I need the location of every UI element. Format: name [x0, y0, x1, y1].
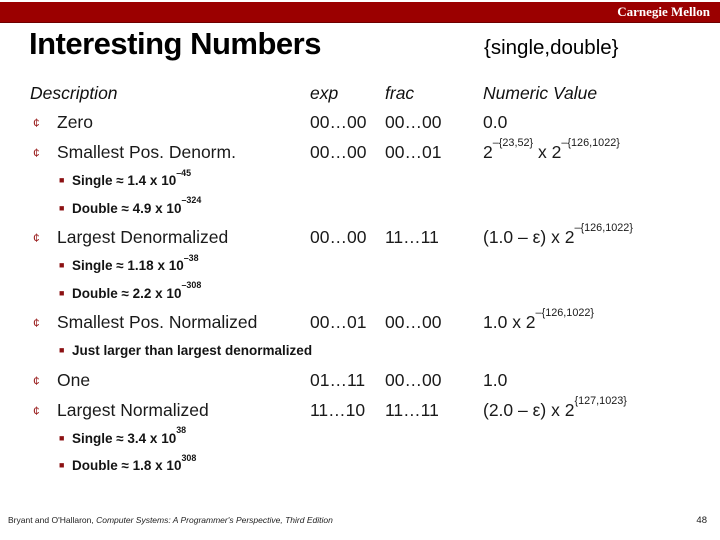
footer: Bryant and O'Hallaron, Computer Systems:… [8, 515, 707, 529]
square-bullet-icon: ■ [59, 202, 65, 213]
brand-name: Carnegie Mellon [617, 4, 710, 19]
table-row: ¢ Smallest Pos. Normalized 00…01 00…00 1.0 x… [30, 307, 710, 342]
sub-bullet-text: Single ≈ 3.4 x 1038 [72, 425, 187, 446]
column-header-description: Description [30, 83, 118, 103]
row-exp-bits: 00…00 [310, 112, 367, 132]
row-description: Largest Denormalized [57, 227, 229, 247]
row-frac-bits: 00…00 [385, 369, 442, 390]
row-description: Smallest Pos. Normalized [57, 312, 258, 332]
row-frac-bits: 11…11 [385, 227, 439, 247]
sub-bullet-text: Single ≈ 1.18 x 10–38 [72, 252, 199, 273]
row-description: Smallest Pos. Denorm. [57, 142, 236, 162]
column-header-numeric-value: Numeric Value [483, 83, 598, 103]
table-row: ¢ Largest Normalized 11…10 11…11 (2.0 – ε) x… [30, 394, 710, 430]
page-number: 48 [696, 515, 707, 526]
cent-bullet-icon: ¢ [33, 146, 40, 160]
column-header-exp: exp [310, 83, 339, 103]
row-frac-bits: 00…00 [385, 112, 442, 132]
row-exp-bits: 01…11 [310, 369, 366, 390]
row-exp-bits: 00…00 [310, 142, 367, 162]
cent-bullet-icon: ¢ [33, 316, 40, 330]
table-row: ¢ Zero 00…00 00…00 0.0 [30, 112, 710, 142]
column-header-frac: frac [385, 83, 415, 103]
row-description: Largest Normalized [57, 399, 209, 420]
row-exp-bits: 00…01 [310, 312, 367, 332]
row-numeric-value: (1.0 – ε) x 2–{126,1022} [483, 222, 633, 247]
sub-bullet-row: ■ Single ≈ 1.4 x 10–45 [30, 167, 710, 200]
brand-bar: Carnegie Mellon [0, 2, 720, 23]
footer-citation: Bryant and O'Hallaron, Computer Systems:… [8, 515, 333, 525]
cent-bullet-icon: ¢ [33, 403, 40, 418]
row-numeric-value: 1.0 x 2–{126,1022} [483, 307, 595, 332]
row-description: One [57, 369, 91, 390]
row-frac-bits: 11…11 [385, 399, 439, 420]
row-numeric-value: 0.0 [483, 112, 508, 132]
row-numeric-value: 1.0 [483, 369, 508, 390]
sub-bullet-text: Double ≈ 1.8 x 10308 [72, 452, 197, 473]
sub-bullet-text: Double ≈ 2.2 x 10–308 [72, 280, 202, 301]
sub-bullet-text: Single ≈ 1.4 x 10–45 [72, 167, 192, 188]
square-bullet-icon: ■ [59, 287, 65, 298]
cent-bullet-icon: ¢ [33, 231, 40, 245]
sub-bullet-row: ■ Double ≈ 4.9 x 10–324 [30, 195, 710, 228]
table-row: ¢ Smallest Pos. Denorm. 00…00 00…01 2–{23,52… [30, 137, 710, 172]
row-exp-bits: 00…00 [310, 227, 367, 247]
cent-bullet-icon: ¢ [33, 373, 40, 388]
row-exp-bits: 11…10 [310, 399, 366, 420]
row-description: Zero [57, 112, 93, 132]
footer-book-title: Computer Systems: A Programmer's Perspec… [96, 515, 333, 525]
square-bullet-icon: ■ [59, 432, 65, 443]
sub-bullet-row: ■ Single ≈ 3.4 x 1038 [30, 425, 710, 458]
sub-bullet-row: ■ Single ≈ 1.18 x 10–38 [30, 252, 710, 285]
row-numeric-value: 2–{23,52} x 2–{126,1022} [483, 137, 620, 162]
sub-bullet-row: ■ Just larger than largest denormalized [30, 342, 710, 370]
square-bullet-icon: ■ [59, 260, 65, 270]
page-title: Interesting Numbers [29, 26, 321, 61]
sub-bullet-row: ■ Double ≈ 2.2 x 10–308 [30, 280, 710, 313]
sub-bullet-text: Double ≈ 4.9 x 10–324 [72, 195, 202, 216]
square-bullet-icon: ■ [59, 175, 65, 185]
numbers-table: Description exp frac Numeric Value ¢ Zero… [30, 83, 710, 485]
sub-bullet-row: ■ Double ≈ 1.8 x 10308 [30, 452, 710, 485]
table-header-row: Description exp frac Numeric Value [30, 83, 710, 112]
table-row: ¢ Largest Denormalized 00…00 11…11 (1.0 – ε)… [30, 222, 710, 257]
footer-authors: Bryant and O'Hallaron, [8, 515, 97, 525]
row-numeric-value: (2.0 – ε) x 2{127,1023} [483, 394, 627, 420]
square-bullet-icon: ■ [59, 345, 65, 355]
square-bullet-icon: ■ [59, 460, 65, 470]
row-frac-bits: 00…01 [385, 142, 442, 162]
sub-bullet-text: Just larger than largest denormalized [72, 343, 313, 358]
cent-bullet-icon: ¢ [33, 116, 40, 130]
title-annotation: {single,double} [484, 36, 619, 59]
table-row: ¢ One 01…11 00…00 1.0 [30, 370, 710, 400]
row-frac-bits: 00…00 [385, 312, 442, 332]
